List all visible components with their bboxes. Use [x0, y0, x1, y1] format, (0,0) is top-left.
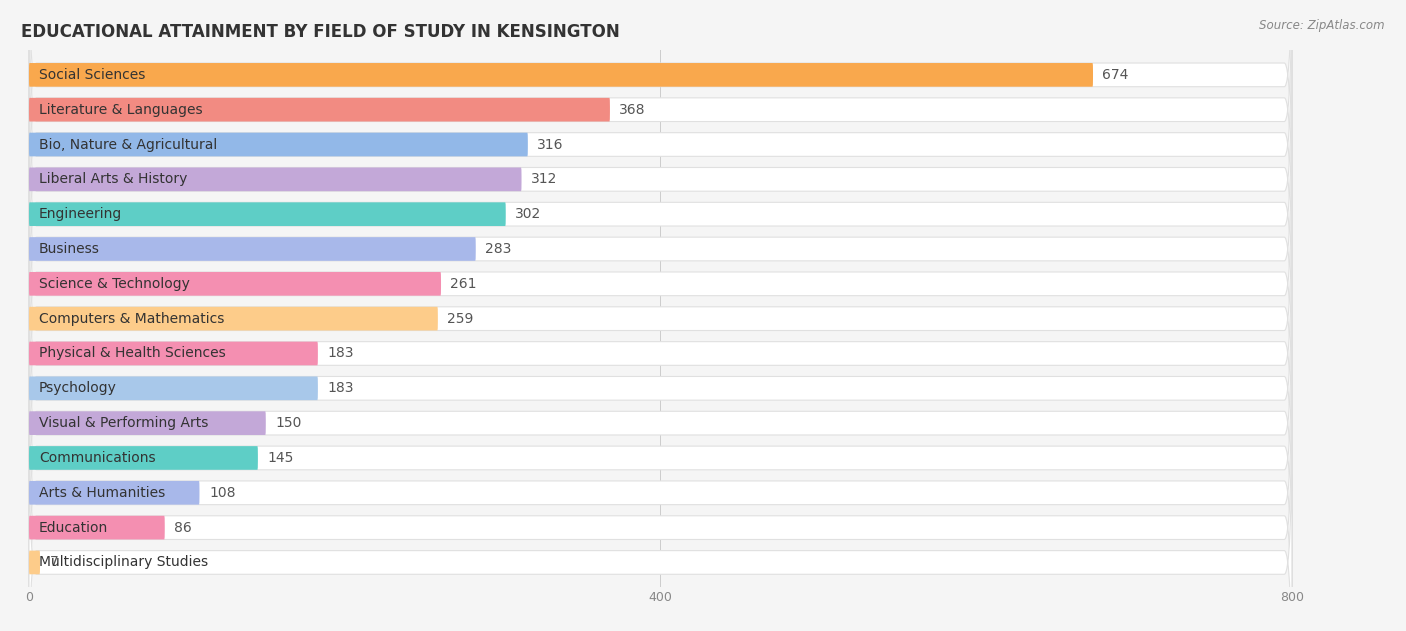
Text: Source: ZipAtlas.com: Source: ZipAtlas.com	[1260, 19, 1385, 32]
Text: 368: 368	[620, 103, 645, 117]
Text: Computers & Mathematics: Computers & Mathematics	[39, 312, 224, 326]
FancyBboxPatch shape	[30, 63, 1092, 86]
FancyBboxPatch shape	[30, 481, 200, 505]
Text: Visual & Performing Arts: Visual & Performing Arts	[39, 416, 208, 430]
Text: Literature & Languages: Literature & Languages	[39, 103, 202, 117]
FancyBboxPatch shape	[30, 341, 318, 365]
Text: Communications: Communications	[39, 451, 156, 465]
Text: 674: 674	[1102, 68, 1129, 82]
FancyBboxPatch shape	[30, 233, 1292, 544]
Text: 312: 312	[531, 172, 557, 186]
Text: Engineering: Engineering	[39, 207, 122, 221]
FancyBboxPatch shape	[30, 24, 1292, 334]
Text: 316: 316	[537, 138, 564, 151]
FancyBboxPatch shape	[30, 377, 318, 400]
FancyBboxPatch shape	[30, 0, 1292, 230]
FancyBboxPatch shape	[30, 272, 441, 296]
FancyBboxPatch shape	[30, 167, 522, 191]
Text: 283: 283	[485, 242, 512, 256]
FancyBboxPatch shape	[30, 268, 1292, 579]
Text: Education: Education	[39, 521, 108, 534]
FancyBboxPatch shape	[30, 307, 437, 331]
FancyBboxPatch shape	[30, 516, 165, 540]
Text: 7: 7	[49, 555, 58, 569]
Text: Arts & Humanities: Arts & Humanities	[39, 486, 165, 500]
FancyBboxPatch shape	[30, 551, 39, 574]
Text: 183: 183	[328, 381, 354, 395]
FancyBboxPatch shape	[30, 98, 610, 122]
FancyBboxPatch shape	[30, 129, 1292, 439]
Text: 150: 150	[276, 416, 302, 430]
Text: Liberal Arts & History: Liberal Arts & History	[39, 172, 187, 186]
FancyBboxPatch shape	[30, 411, 266, 435]
FancyBboxPatch shape	[30, 0, 1292, 265]
FancyBboxPatch shape	[30, 59, 1292, 370]
FancyBboxPatch shape	[30, 93, 1292, 404]
Text: Bio, Nature & Agricultural: Bio, Nature & Agricultural	[39, 138, 217, 151]
Text: 145: 145	[267, 451, 294, 465]
FancyBboxPatch shape	[30, 338, 1292, 631]
FancyBboxPatch shape	[30, 237, 475, 261]
FancyBboxPatch shape	[30, 203, 506, 226]
Text: EDUCATIONAL ATTAINMENT BY FIELD OF STUDY IN KENSINGTON: EDUCATIONAL ATTAINMENT BY FIELD OF STUDY…	[21, 23, 620, 40]
Text: Science & Technology: Science & Technology	[39, 277, 190, 291]
FancyBboxPatch shape	[30, 0, 1292, 300]
Text: Multidisciplinary Studies: Multidisciplinary Studies	[39, 555, 208, 569]
FancyBboxPatch shape	[30, 198, 1292, 509]
FancyBboxPatch shape	[30, 407, 1292, 631]
Text: 86: 86	[174, 521, 193, 534]
Text: Social Sciences: Social Sciences	[39, 68, 145, 82]
Text: Physical & Health Sciences: Physical & Health Sciences	[39, 346, 225, 360]
FancyBboxPatch shape	[30, 446, 257, 470]
FancyBboxPatch shape	[30, 163, 1292, 474]
Text: 261: 261	[450, 277, 477, 291]
Text: Psychology: Psychology	[39, 381, 117, 395]
FancyBboxPatch shape	[30, 303, 1292, 613]
FancyBboxPatch shape	[30, 372, 1292, 631]
Text: Business: Business	[39, 242, 100, 256]
Text: 108: 108	[209, 486, 235, 500]
Text: 259: 259	[447, 312, 474, 326]
FancyBboxPatch shape	[30, 133, 527, 156]
Text: 183: 183	[328, 346, 354, 360]
Text: 302: 302	[515, 207, 541, 221]
